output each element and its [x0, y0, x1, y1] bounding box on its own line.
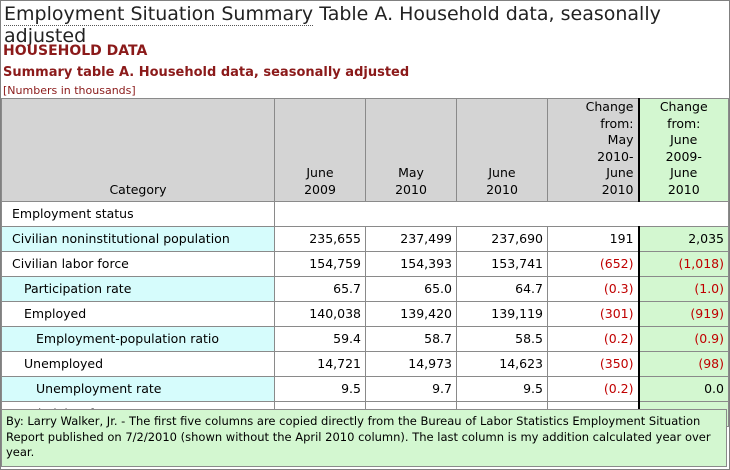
- header-line: 2009: [304, 181, 336, 197]
- table-row: Employment-population ratio 59.4 58.7 58…: [1, 325, 729, 352]
- cell: (1,018): [637, 250, 729, 277]
- cell: 9.7: [365, 375, 457, 402]
- header-line: 2010: [601, 181, 634, 197]
- header-june-2010: June 2010: [456, 98, 548, 202]
- cell: 139,420: [365, 300, 457, 327]
- row-label: Employed: [1, 300, 275, 327]
- cell: 59.4: [274, 325, 366, 352]
- header-category: Category: [1, 98, 275, 202]
- cell: 64.7: [456, 275, 548, 302]
- header-line: 2010-: [597, 148, 634, 164]
- cell: 0.0: [637, 375, 729, 402]
- header-june-2009: June 2009: [274, 98, 366, 202]
- header-row: Category June 2009 May 2010 June 2010 Chang…: [1, 98, 729, 202]
- row-label: Unemployment rate: [1, 375, 275, 402]
- cell: (0.2): [547, 325, 639, 352]
- cell: 9.5: [456, 375, 548, 402]
- cell: 153,741: [456, 250, 548, 277]
- cell: (1.0): [637, 275, 729, 302]
- cell: 65.7: [274, 275, 366, 302]
- row-label: Civilian noninstitutional population: [1, 225, 275, 252]
- cell: 154,393: [365, 250, 457, 277]
- cell: 2,035: [637, 225, 729, 252]
- row-label: Participation rate: [1, 275, 275, 302]
- cell: 14,623: [456, 350, 548, 377]
- header-line: Change from:: [659, 99, 708, 131]
- cell: (652): [547, 250, 639, 277]
- header-change-month: Change from: May 2010- June 2010: [547, 98, 639, 202]
- table-row: Unemployment rate 9.5 9.7 9.5 (0.2) 0.0: [1, 375, 729, 402]
- cell: 237,499: [365, 225, 457, 252]
- footer-note: By: Larry Walker, Jr. - The first five c…: [1, 409, 727, 467]
- header-may-2010: May 2010: [365, 98, 457, 202]
- table-row: Unemployed 14,721 14,973 14,623 (350) (9…: [1, 350, 729, 377]
- header-line: 2010: [395, 181, 427, 197]
- table-row: Civilian labor force 154,759 154,393 153…: [1, 250, 729, 277]
- cell: 58.7: [365, 325, 457, 352]
- header-line: June: [306, 165, 334, 181]
- cell: 140,038: [274, 300, 366, 327]
- cell: 191: [547, 225, 639, 252]
- cell: 9.5: [274, 375, 366, 402]
- header-line: 2010: [667, 181, 700, 197]
- cell: (0.2): [547, 375, 639, 402]
- cell: 65.0: [365, 275, 457, 302]
- cell: (0.9): [637, 325, 729, 352]
- cell: 139,119: [456, 300, 548, 327]
- header-line: May: [398, 165, 424, 181]
- cell: 14,973: [365, 350, 457, 377]
- table-subheading: Summary table A. Household data, seasona…: [3, 65, 410, 80]
- page-title: Employment Situation Summary Table A. Ho…: [4, 3, 730, 47]
- header-line: 2010: [486, 181, 518, 197]
- header-line: May: [607, 132, 634, 148]
- header-category-label: Category: [109, 181, 167, 197]
- header-line: Change from:: [585, 99, 634, 131]
- cell: (0.3): [547, 275, 639, 302]
- cell: (301): [547, 300, 639, 327]
- title-rest: Table A. Household data, seasonally adju…: [4, 3, 661, 47]
- header-line: June: [606, 165, 634, 181]
- cell: (919): [637, 300, 729, 327]
- row-label: Employment status: [1, 200, 275, 227]
- section-heading: HOUSEHOLD DATA: [3, 43, 148, 59]
- cell: 237,690: [456, 225, 548, 252]
- header-line: June: [670, 132, 698, 148]
- table-row: Participation rate 65.7 65.0 64.7 (0.3) …: [1, 275, 729, 302]
- table-row: Employed 140,038 139,420 139,119 (301) (…: [1, 300, 729, 327]
- cell: (98): [637, 350, 729, 377]
- empty-cells: [274, 200, 729, 227]
- header-line: June: [670, 165, 698, 181]
- table-row: Civilian noninstitutional population 235…: [1, 225, 729, 252]
- cell: 235,655: [274, 225, 366, 252]
- row-label: Civilian labor force: [1, 250, 275, 277]
- header-line: 2009-: [665, 148, 702, 164]
- household-data-table: Category June 2009 May 2010 June 2010 Chang…: [1, 98, 729, 427]
- cell: 14,721: [274, 350, 366, 377]
- units-note: [Numbers in thousands]: [3, 84, 136, 97]
- title-link[interactable]: Employment Situation Summary: [4, 3, 314, 26]
- header-line: June: [488, 165, 516, 181]
- cell: 58.5: [456, 325, 548, 352]
- cell: (350): [547, 350, 639, 377]
- cell: 154,759: [274, 250, 366, 277]
- row-label: Employment-population ratio: [1, 325, 275, 352]
- row-label: Unemployed: [1, 350, 275, 377]
- header-change-year: Change from: June 2009- June 2010: [637, 98, 729, 202]
- table-row: Employment status: [1, 200, 729, 227]
